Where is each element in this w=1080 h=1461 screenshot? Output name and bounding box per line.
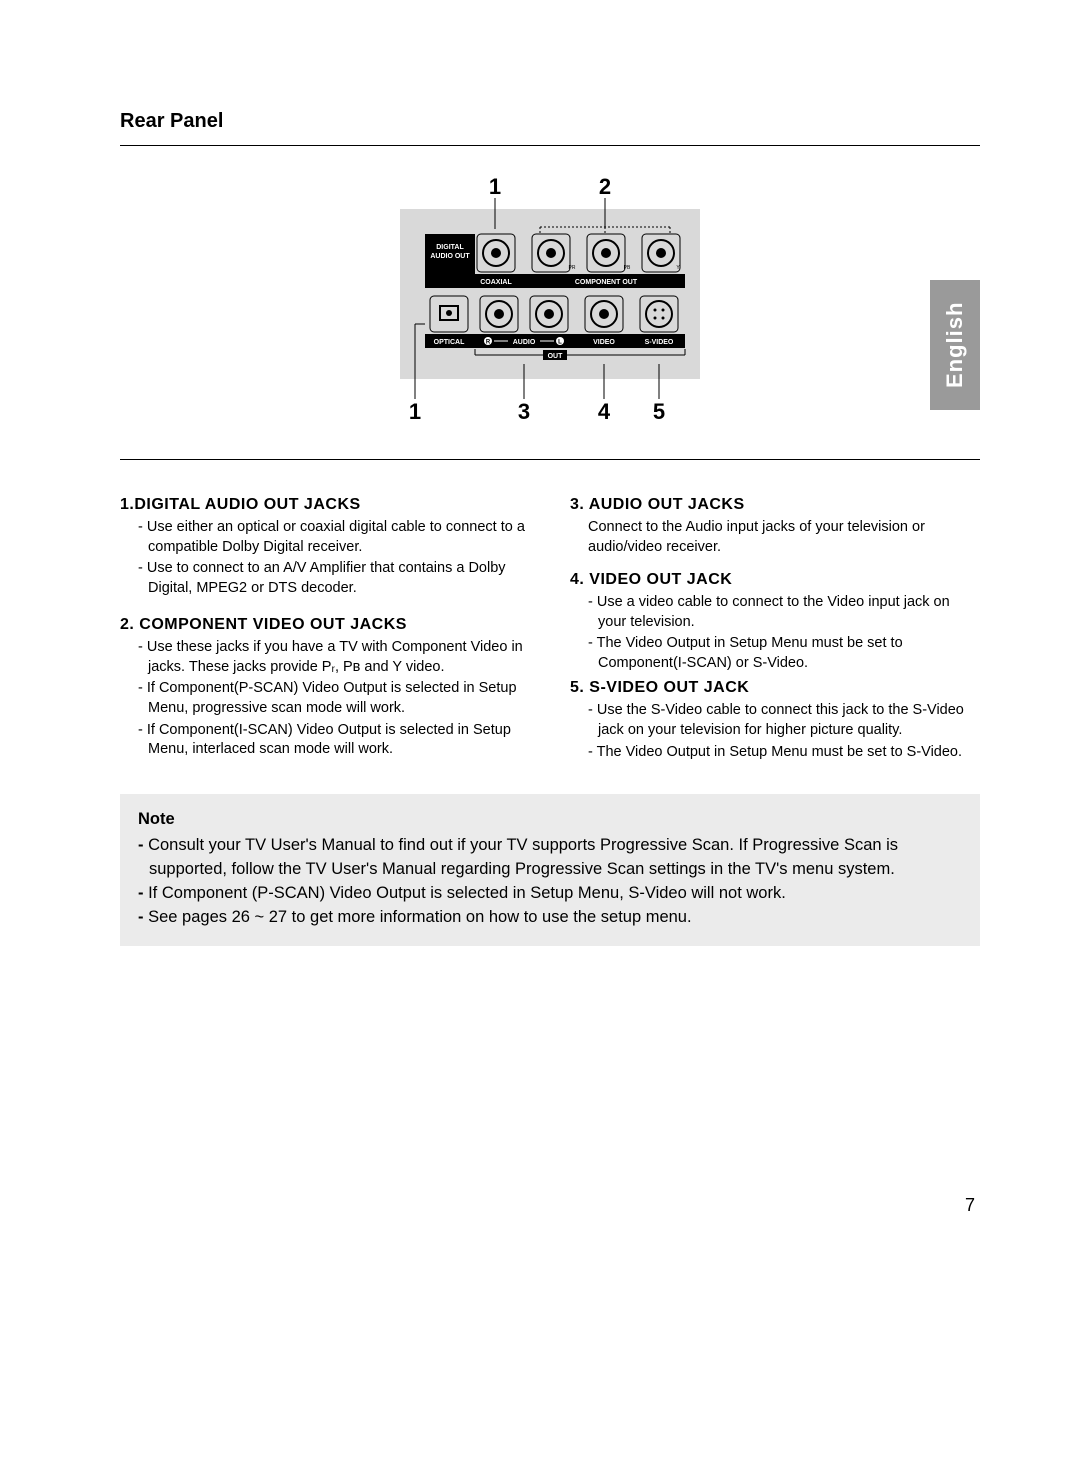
label-digital: DIGITAL — [436, 244, 464, 251]
callout-bottom-5: 5 — [653, 399, 665, 424]
bullet-text: - Use a video cable to connect to the Vi… — [588, 593, 980, 632]
item-body: - Use either an optical or coaxial digit… — [120, 518, 530, 598]
rule-mid — [120, 459, 980, 460]
item-body: - Use a video cable to connect to the Vi… — [570, 593, 980, 673]
bullet-text: - Use the S-Video cable to connect this … — [588, 701, 980, 740]
svg-text:PR: PR — [569, 265, 576, 271]
item-body: Connect to the Audio input jacks of your… — [570, 518, 980, 557]
bullet-text: - If Component(I-SCAN) Video Output is s… — [138, 721, 530, 760]
manual-page: Rear Panel English 1 2 DIGITAL AUDIO OUT — [0, 0, 1080, 1461]
item-head: 3. AUDIO OUT JACKS — [570, 496, 980, 514]
label-svideo: S-VIDEO — [645, 339, 674, 346]
bullet-text: - The Video Output in Setup Menu must be… — [588, 634, 980, 673]
item-head: 5. S-VIDEO OUT JACK — [570, 679, 980, 697]
item-head: 1.DIGITAL AUDIO OUT JACKS — [120, 496, 530, 514]
svg-text:PB: PB — [624, 265, 631, 271]
label-video: VIDEO — [593, 339, 615, 346]
rule-top — [120, 145, 980, 146]
item-head: 4. VIDEO OUT JACK — [570, 571, 980, 589]
note-line: - See pages 26 ~ 27 to get more informat… — [138, 906, 962, 930]
label-audio: AUDIO — [513, 339, 536, 346]
label-audio-out: AUDIO OUT — [430, 253, 470, 260]
note-line: - Consult your TV User's Manual to find … — [138, 834, 962, 882]
label-coaxial: COAXIAL — [480, 279, 512, 286]
description-columns: 1.DIGITAL AUDIO OUT JACKS - Use either a… — [120, 488, 980, 764]
callout-bottom-1: 1 — [409, 399, 421, 424]
right-column: 3. AUDIO OUT JACKS Connect to the Audio … — [570, 488, 980, 764]
section-title: Rear Panel — [120, 110, 980, 133]
note-head: Note — [138, 808, 962, 832]
callout-top-2: 2 — [599, 174, 611, 199]
bullet-text: - Use these jacks if you have a TV with … — [138, 638, 530, 677]
bullet-text: - Use to connect to an A/V Amplifier tha… — [138, 559, 530, 598]
left-column: 1.DIGITAL AUDIO OUT JACKS - Use either a… — [120, 488, 530, 764]
label-component-out: COMPONENT OUT — [575, 279, 638, 286]
label-audio-l: L — [558, 340, 562, 346]
note-line: - If Component (P-SCAN) Video Output is … — [138, 882, 962, 906]
note-box: Note - Consult your TV User's Manual to … — [120, 794, 980, 946]
language-tab: English — [930, 280, 980, 410]
label-out: OUT — [548, 353, 564, 360]
bullet-text: - If Component(P-SCAN) Video Output is s… — [138, 679, 530, 718]
rear-panel-diagram: 1 2 DIGITAL AUDIO OUT — [120, 174, 980, 429]
callout-top-1: 1 — [489, 174, 501, 199]
bullet-text: - The Video Output in Setup Menu must be… — [588, 743, 980, 763]
item-body: - Use the S-Video cable to connect this … — [570, 701, 980, 762]
callout-bottom-4: 4 — [598, 399, 611, 424]
page-number: 7 — [965, 1195, 975, 1216]
item-body: - Use these jacks if you have a TV with … — [120, 638, 530, 759]
callout-bottom-3: 3 — [518, 399, 530, 424]
label-audio-r: R — [486, 340, 491, 346]
item-head: 2. COMPONENT VIDEO OUT JACKS — [120, 616, 530, 634]
bullet-text: - Use either an optical or coaxial digit… — [138, 518, 530, 557]
label-optical: OPTICAL — [434, 339, 465, 346]
